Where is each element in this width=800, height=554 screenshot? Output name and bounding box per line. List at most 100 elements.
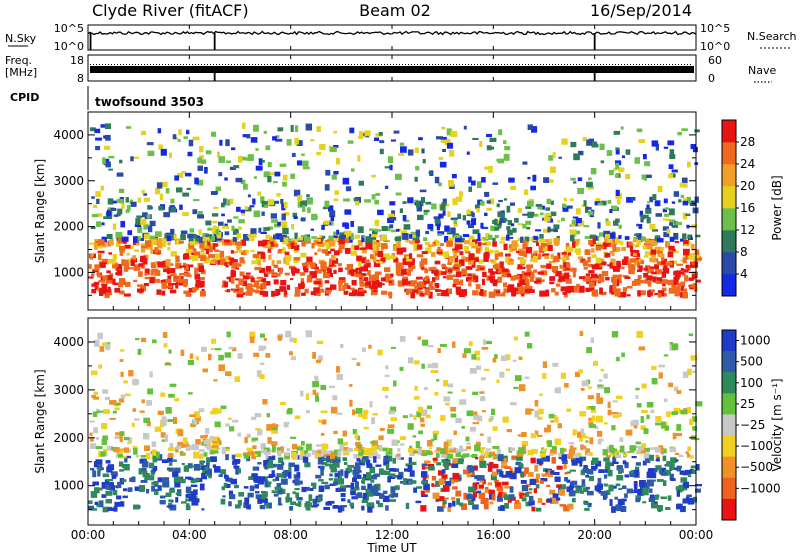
range-gate-cell (471, 454, 478, 458)
range-gate-cell (490, 473, 497, 481)
range-gate-cell (160, 148, 167, 156)
range-gate-cell (371, 194, 376, 200)
range-gate-cell (534, 280, 539, 284)
range-gate-cell (499, 241, 505, 244)
range-gate-cell (358, 454, 363, 458)
range-gate-cell (671, 169, 678, 173)
range-gate-cell (551, 445, 557, 451)
range-gate-cell (322, 235, 326, 239)
range-gate-cell (502, 292, 506, 297)
range-gate-cell (622, 287, 628, 292)
range-gate-cell (255, 494, 263, 499)
range-gate-cell (570, 177, 576, 181)
range-gate-cell (165, 407, 172, 414)
range-gate-cell (612, 400, 618, 403)
range-gate-cell (558, 489, 565, 496)
range-gate-cell (446, 142, 453, 149)
range-gate-cell (593, 360, 598, 366)
range-gate-cell (394, 485, 400, 491)
range-gate-cell (621, 266, 625, 270)
range-gate-cell (535, 204, 543, 207)
range-gate-cell (661, 287, 665, 291)
range-gate-cell (115, 432, 120, 435)
range-gate-cell (537, 271, 544, 275)
range-gate-cell (634, 486, 638, 493)
range-gate-cell (633, 425, 638, 429)
range-gate-cell (343, 447, 349, 451)
range-gate-cell (654, 246, 661, 250)
range-gate-cell (475, 247, 481, 254)
range-gate-cell (457, 213, 462, 219)
range-gate-cell (569, 485, 574, 491)
range-gate-cell (292, 212, 298, 217)
range-gate-cell (229, 166, 236, 170)
range-gate-cell (680, 238, 685, 242)
range-gate-cell (389, 216, 397, 221)
range-gate-cell (412, 235, 420, 241)
range-gate-cell (369, 466, 375, 473)
range-gate-cell (433, 239, 438, 243)
range-gate-cell (163, 212, 170, 218)
range-gate-cell (587, 256, 591, 263)
range-gate-cell (300, 281, 305, 285)
range-gate-cell (674, 452, 680, 455)
range-gate-cell (97, 470, 101, 477)
range-gate-cell (422, 159, 426, 164)
range-gate-cell (625, 174, 631, 180)
freq-label: Freq. (5, 54, 32, 67)
range-gate-cell (615, 395, 623, 400)
range-gate-cell (444, 235, 449, 243)
range-gate-cell (430, 438, 435, 442)
range-gate-cell (137, 197, 142, 203)
range-gate-cell (492, 264, 499, 269)
range-gate-cell (639, 279, 645, 284)
range-gate-cell (208, 246, 214, 253)
y-tick-label: 1000 (53, 479, 84, 493)
range-gate-cell (604, 253, 611, 258)
range-gate-cell (496, 448, 501, 456)
range-gate-cell (526, 226, 531, 230)
range-gate-cell (275, 476, 280, 481)
range-gate-cell (606, 150, 613, 156)
range-gate-cell (233, 465, 240, 469)
range-gate-cell (364, 259, 370, 263)
range-gate-cell (374, 271, 382, 275)
range-gate-cell (246, 134, 251, 139)
range-gate-cell (461, 256, 466, 261)
range-gate-cell (387, 156, 394, 164)
range-gate-cell (651, 378, 658, 385)
range-gate-cell (105, 289, 112, 296)
range-gate-cell (444, 292, 450, 297)
range-gate-cell (361, 485, 366, 491)
range-gate-cell (568, 448, 576, 455)
range-gate-cell (231, 238, 237, 245)
range-gate-cell (565, 278, 572, 284)
range-gate-cell (400, 146, 407, 153)
range-gate-cell (539, 212, 544, 216)
range-gate-cell (125, 126, 132, 129)
range-gate-cell (109, 417, 116, 420)
range-gate-cell (186, 130, 190, 135)
colorbar-tick-label: −500 (740, 460, 773, 474)
range-gate-cell (661, 255, 665, 261)
range-gate-cell (185, 505, 191, 511)
range-gate-cell (200, 290, 206, 297)
range-gate-cell (681, 128, 688, 132)
range-gate-cell (366, 236, 373, 243)
range-gate-cell (548, 413, 555, 419)
range-gate-cell (417, 244, 423, 250)
range-gate-cell (605, 455, 611, 458)
range-gate-cell (277, 463, 284, 470)
range-gate-cell (313, 281, 321, 285)
range-gate-cell (528, 408, 534, 411)
range-gate-cell (491, 408, 496, 415)
range-gate-cell (127, 487, 133, 492)
range-gate-cell (281, 213, 286, 221)
range-gate-cell (468, 176, 472, 183)
range-gate-cell (121, 236, 129, 242)
range-gate-cell (669, 222, 674, 226)
range-gate-cell (297, 195, 303, 202)
range-gate-cell (509, 468, 513, 472)
range-gate-cell (289, 337, 294, 343)
range-gate-cell (263, 171, 271, 178)
